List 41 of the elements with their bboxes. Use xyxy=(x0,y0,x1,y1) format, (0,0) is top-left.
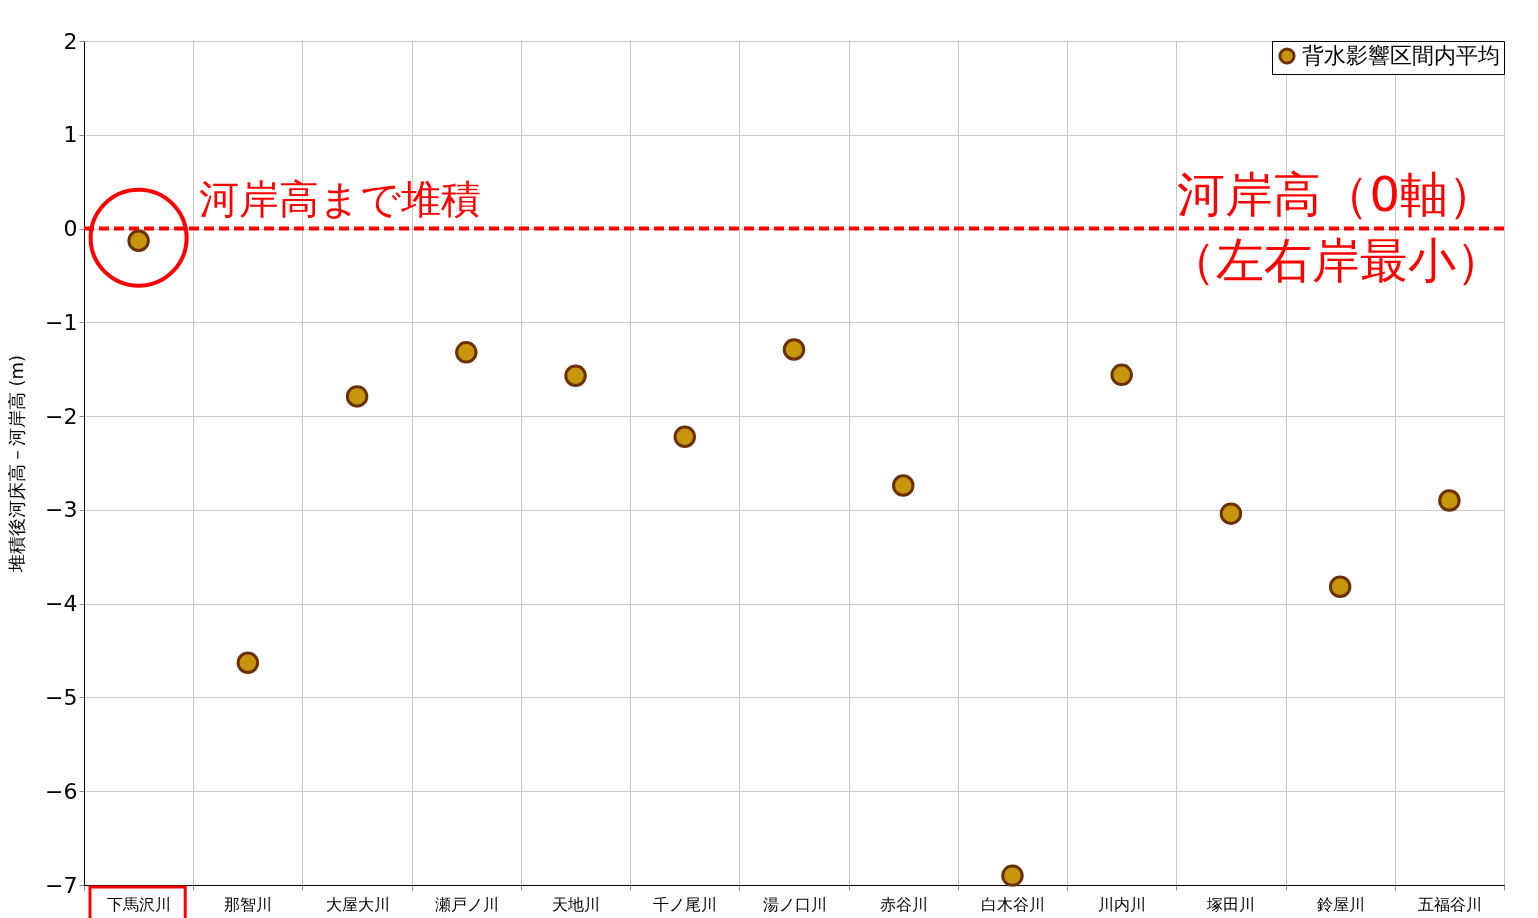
x-tick-label: 瀬戸ノ川 xyxy=(434,894,499,914)
y-tick-label: −4 xyxy=(45,591,78,617)
point xyxy=(345,385,369,408)
point xyxy=(564,364,587,388)
x-tick-label: 大屋大川 xyxy=(325,894,390,914)
x-tick-label: 那智川 xyxy=(224,894,273,914)
annotation: 河岸高まで堆積 xyxy=(198,175,481,222)
point xyxy=(455,341,478,364)
point xyxy=(1328,575,1352,599)
x-tick-label: 千ノ尾川 xyxy=(653,894,718,914)
legend-label: 背水影響区間内平均 xyxy=(1302,43,1500,68)
point xyxy=(1001,864,1024,887)
x-tick-label: 鈴屋川 xyxy=(1316,894,1365,914)
x-tick-label: 白木谷川 xyxy=(980,894,1045,914)
point xyxy=(1219,502,1243,525)
y-tick-label: −7 xyxy=(45,872,78,898)
point xyxy=(1110,363,1133,387)
point xyxy=(782,338,806,361)
x-tick-label: 天地川 xyxy=(552,894,601,914)
ref-line-label: 河岸高（0軸） xyxy=(1177,165,1496,222)
point xyxy=(891,474,915,497)
y-tick-label: −5 xyxy=(45,684,78,710)
x-tick-label: 川内川 xyxy=(1098,894,1147,914)
x-tick-label: 五福谷川 xyxy=(1417,894,1482,914)
point xyxy=(1438,489,1461,512)
y-tick-label: −1 xyxy=(45,309,78,335)
x-tick-label: 湯ノ口川 xyxy=(762,894,827,914)
y-tick-label: 2 xyxy=(63,28,78,54)
x-tick-label: 下馬沢川 xyxy=(107,894,172,914)
y-tick-label: 1 xyxy=(63,122,78,148)
y-axis-title: 堆積後河床高－河岸高 (m) xyxy=(6,354,28,574)
x-tick-label: 塚田川 xyxy=(1206,894,1256,914)
point xyxy=(236,651,260,674)
y-tick-label: 0 xyxy=(63,216,78,242)
x-tick-label: 赤谷川 xyxy=(879,894,928,914)
point xyxy=(127,229,150,252)
y-tick-label: −6 xyxy=(45,778,78,804)
point xyxy=(673,425,697,448)
y-tick-label: −3 xyxy=(45,497,78,523)
annotation: （左右岸最小） xyxy=(1168,231,1504,288)
y-tick-label: −2 xyxy=(45,403,78,429)
